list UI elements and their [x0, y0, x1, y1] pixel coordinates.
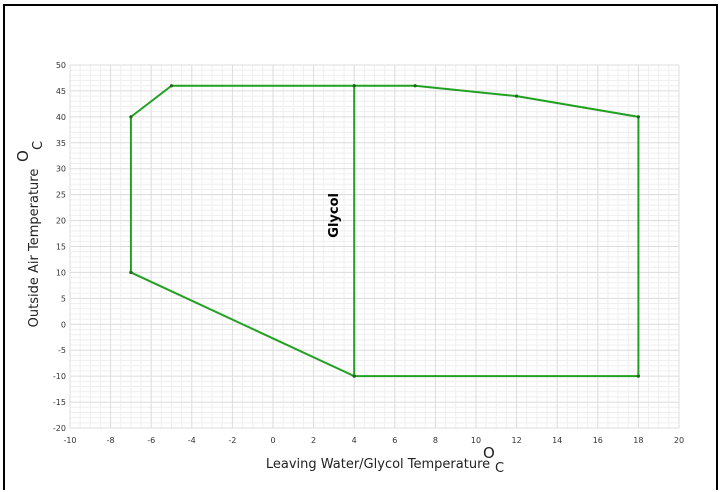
y-tick-label: 0 [61, 320, 66, 329]
x-tick-labels: -10 -8 -6 -4 -2 0 2 4 6 8 10 12 14 16 18 20 [63, 436, 684, 445]
data-point [515, 94, 519, 98]
major-grid [69, 64, 680, 429]
y-tick-label: -15 [53, 398, 66, 407]
glycol-annotation: Glycol [327, 193, 342, 238]
x-tick-label: -4 [188, 436, 196, 445]
data-point [352, 374, 356, 378]
y-tick-label: 20 [56, 217, 66, 226]
x-tick-label: 20 [674, 436, 684, 445]
y-tick-label: 50 [56, 61, 66, 70]
y-axis-unit-superscript: O [14, 150, 32, 162]
x-tick-label: 8 [433, 436, 438, 445]
data-point [129, 115, 133, 119]
y-tick-label: 25 [56, 191, 66, 200]
x-axis-unit-superscript: O [483, 444, 495, 462]
data-point [636, 115, 641, 119]
y-tick-label: 35 [56, 139, 66, 148]
y-axis-label: Outside Air Temperature [27, 169, 42, 328]
y-tick-label: 40 [56, 113, 66, 122]
x-tick-label: 18 [633, 436, 643, 445]
x-axis-unit-subscript: C [495, 461, 504, 476]
x-tick-label: -2 [228, 436, 236, 445]
x-tick-label: 12 [512, 436, 522, 445]
y-tick-label: 45 [56, 87, 66, 96]
y-tick-label: 10 [56, 268, 66, 277]
series-line [129, 84, 640, 378]
y-tick-labels: -20 -15 -10 -5 0 5 10 15 20 25 30 35 40 45 50 [53, 61, 66, 433]
x-tick-label: -6 [147, 436, 155, 445]
y-tick-label: 5 [61, 294, 66, 303]
data-point [169, 84, 174, 88]
x-tick-label: 0 [270, 436, 275, 445]
y-tick-label: -20 [53, 424, 66, 433]
chart-frame [3, 4, 718, 490]
data-point [636, 374, 641, 378]
x-tick-label: 14 [552, 436, 562, 445]
x-tick-label: 6 [392, 436, 397, 445]
y-tick-label: 30 [56, 165, 66, 174]
x-tick-label: 10 [471, 436, 481, 445]
data-point [129, 270, 133, 275]
annotations: Glycol [327, 193, 342, 238]
data-point [352, 84, 356, 88]
data-point [413, 84, 417, 88]
x-tick-label: 2 [311, 436, 316, 445]
x-tick-label: -8 [107, 436, 115, 445]
y-axis-unit-subscript: C [31, 141, 46, 150]
series-group [129, 84, 641, 378]
x-tick-label: -10 [63, 436, 76, 445]
y-tick-label: -10 [53, 372, 66, 381]
x-tick-label: 16 [593, 436, 603, 445]
x-tick-label: 4 [352, 436, 357, 445]
x-axis-label: Leaving Water/Glycol Temperature [266, 457, 490, 472]
y-tick-label: 15 [56, 243, 66, 252]
y-tick-label: -5 [58, 346, 66, 355]
